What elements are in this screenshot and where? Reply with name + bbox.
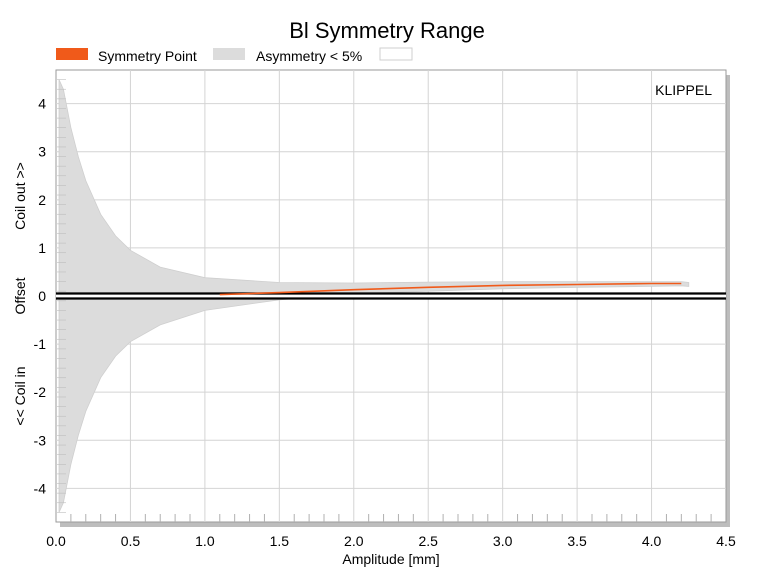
- legend-label-symmetry-point: Symmetry Point: [98, 48, 197, 64]
- symmetry-point-line: [219, 282, 682, 296]
- y-axis-label-offset: Offset: [12, 277, 28, 314]
- x-tick-label: 1.0: [195, 533, 215, 549]
- zero-line-gap: [56, 293, 726, 299]
- y-tick-label: 3: [38, 144, 46, 160]
- legend-swatch-symmetry-point: [56, 48, 88, 60]
- y-tick-label: -1: [34, 336, 47, 352]
- legend: Symmetry Point Asymmetry < 5%: [56, 47, 413, 64]
- minor-ticks: [70, 514, 712, 522]
- chart-title: Bl Symmetry Range: [289, 18, 485, 43]
- x-axis-label: Amplitude [mm]: [342, 551, 439, 567]
- y-tick-label: -3: [34, 432, 47, 448]
- zero-reference-layer: [56, 292, 726, 300]
- legend-swatch-asymmetry: [213, 48, 245, 60]
- y-tick-label: -4: [34, 480, 47, 496]
- x-tick-label: 4.0: [642, 533, 662, 549]
- watermark-text: KLIPPEL: [655, 82, 712, 98]
- x-tick-label: 1.5: [270, 533, 290, 549]
- legend-swatch-outline: [379, 47, 413, 61]
- legend-label-asymmetry: Asymmetry < 5%: [256, 48, 362, 64]
- y-axis-label-coil-in: << Coil in: [12, 366, 28, 425]
- x-axis-ticks: 0.0 0.5 1.0 1.5 2.0 2.5 3.0 3.5 4.0 4.5: [46, 533, 736, 549]
- x-tick-label: 3.0: [493, 533, 513, 549]
- y-tick-label: 4: [38, 96, 46, 112]
- x-tick-label: 0.5: [121, 533, 141, 549]
- y-axis-ticks: 4 3 2 1 0 -1 -2 -3 -4: [34, 96, 47, 497]
- x-tick-label: 3.5: [567, 533, 587, 549]
- x-tick-label: 2.5: [418, 533, 438, 549]
- y-tick-label: 1: [38, 240, 46, 256]
- x-tick-label: 4.5: [716, 533, 736, 549]
- y-tick-label: -2: [34, 384, 47, 400]
- y-axis-label-coil-out: Coil out >>: [12, 162, 28, 230]
- y-tick-label: 0: [38, 288, 46, 304]
- y-tick-label: 2: [38, 192, 46, 208]
- symmetry-point-layer: [219, 282, 682, 296]
- y-axis-label: Coil out >> Offset << Coil in: [12, 162, 28, 425]
- x-tick-label: 0.0: [46, 533, 66, 549]
- x-tick-label: 2.0: [344, 533, 364, 549]
